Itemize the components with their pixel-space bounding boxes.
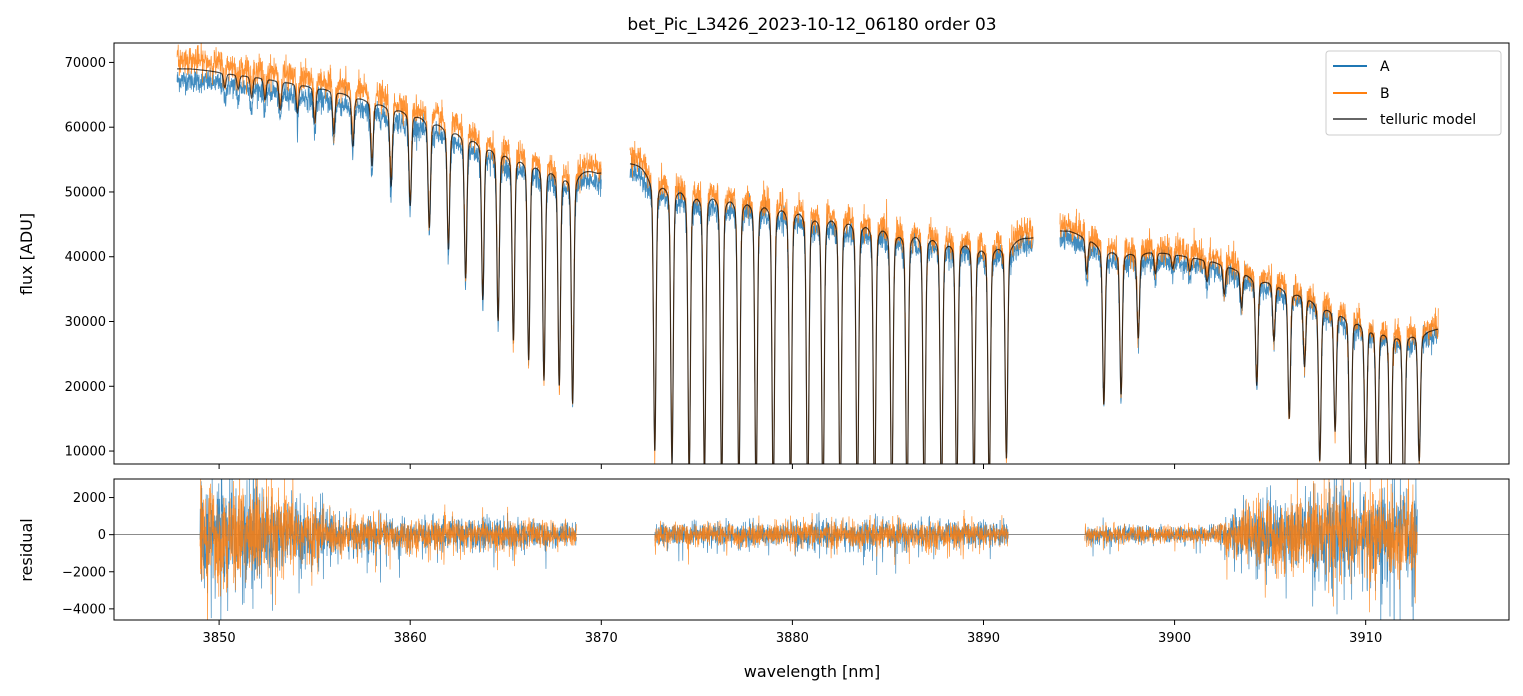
top-y-tick-label: 70000 bbox=[65, 56, 106, 71]
top-series-telluric-model-segment-3 bbox=[1059, 230, 1439, 464]
top-y-tick-label: 60000 bbox=[65, 121, 106, 136]
top-series-b-segment-2 bbox=[629, 140, 1034, 464]
bottom-x-tick-label: 3850 bbox=[203, 631, 236, 646]
top-y-tick-label: 40000 bbox=[65, 250, 106, 265]
residual-series-b-segment-3 bbox=[1084, 479, 1418, 613]
bottom-x-tick-label: 3880 bbox=[776, 631, 809, 646]
residual-series-b-segment-2 bbox=[654, 510, 1009, 565]
bottom-x-axis: 3850 3860 3870 3880 3890 3900 3910 bbox=[203, 620, 1382, 646]
legend-box bbox=[1325, 50, 1502, 136]
bottom-x-tick-label: 3890 bbox=[967, 631, 1000, 646]
bottom-x-tick-label: 3900 bbox=[1158, 631, 1191, 646]
bottom-plot-area bbox=[114, 479, 1509, 620]
legend-label-a: A bbox=[1380, 59, 1390, 75]
chart-title: bet_Pic_L3426_2023-10-12_06180 order 03 bbox=[627, 15, 996, 35]
bottom-y-tick-label: −2000 bbox=[62, 565, 106, 580]
top-x-axis bbox=[218, 464, 1367, 469]
top-series-telluric-model-segment-2 bbox=[629, 163, 1034, 464]
bottom-axes-frame bbox=[113, 478, 1510, 621]
bottom-y-tick-label: −4000 bbox=[62, 602, 106, 617]
bottom-y-tick-label: 2000 bbox=[73, 491, 106, 506]
top-y-tick-label: 10000 bbox=[65, 445, 106, 460]
bottom-y-axis-label: residual bbox=[17, 518, 36, 581]
bottom-x-tick-label: 3860 bbox=[394, 631, 427, 646]
top-y-tick-label: 50000 bbox=[65, 185, 106, 200]
top-y-tick-label: 20000 bbox=[65, 380, 106, 395]
bottom-y-axis: −4000 −2000 0 2000 bbox=[62, 491, 114, 617]
residual-series-b-segment-1 bbox=[199, 479, 577, 620]
legend: A B telluric model bbox=[1325, 50, 1502, 136]
top-series-telluric-model-segment-1 bbox=[177, 68, 602, 404]
bottom-x-tick-label: 3910 bbox=[1349, 631, 1382, 646]
top-series-a-segment-2 bbox=[629, 156, 1034, 464]
bottom-y-tick-label: 0 bbox=[98, 528, 106, 543]
bottom-x-tick-label: 3870 bbox=[585, 631, 618, 646]
top-y-tick-label: 30000 bbox=[65, 315, 106, 330]
top-y-axis: 10000 20000 30000 40000 50000 60000 70000 bbox=[65, 56, 114, 460]
top-axes-frame bbox=[113, 42, 1510, 465]
legend-label-b: B bbox=[1380, 86, 1390, 102]
top-y-axis-label: flux [ADU] bbox=[17, 213, 36, 295]
legend-label-telluric: telluric model bbox=[1380, 112, 1476, 128]
top-plot-area bbox=[176, 43, 1439, 464]
x-axis-label: wavelength [nm] bbox=[744, 662, 881, 681]
